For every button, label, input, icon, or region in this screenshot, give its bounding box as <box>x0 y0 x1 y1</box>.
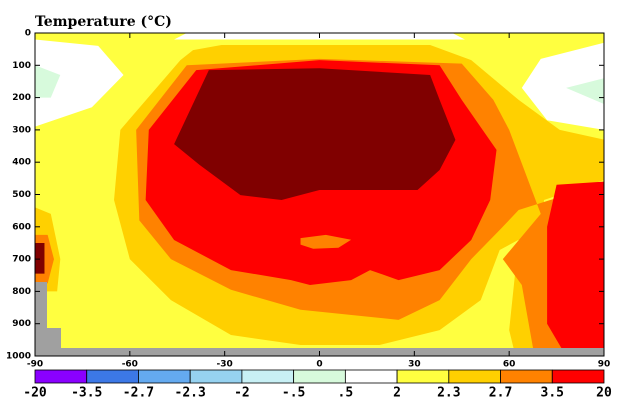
colorbar-label: -2.7 <box>123 386 154 401</box>
colorbar-box <box>86 369 139 384</box>
colorbar-label: 2.7 <box>489 386 512 401</box>
y-tick-label: 0 <box>25 29 31 39</box>
colorbar-label: -3.5 <box>71 386 102 401</box>
x-tick-label: 90 <box>598 360 611 370</box>
y-tick-label: 200 <box>12 93 31 103</box>
colorbar-label: -20 <box>23 386 47 401</box>
contour-region <box>547 181 604 356</box>
contours <box>35 33 605 357</box>
y-tick-label: 100 <box>12 61 31 71</box>
colorbar-box <box>448 369 501 384</box>
y-tick-label: 900 <box>12 319 31 329</box>
colorbar-box <box>551 369 605 384</box>
contour-region <box>35 242 45 274</box>
contour-region <box>521 42 604 130</box>
y-tick-label: 500 <box>12 190 31 200</box>
contour-region <box>566 78 604 105</box>
colorbar-box <box>293 369 346 384</box>
y-tick-label: 400 <box>12 158 31 168</box>
y-tick-label: 600 <box>12 222 31 232</box>
y-tick-label: 1000 <box>6 352 31 362</box>
colorbar-box <box>138 369 191 384</box>
contour-region <box>300 234 352 249</box>
contour-region <box>35 39 124 127</box>
x-tick-label: 30 <box>408 360 421 370</box>
y-tick-label: 700 <box>12 255 31 265</box>
colorbar-box <box>189 369 243 384</box>
colorbar-box <box>34 369 88 384</box>
colorbar-box <box>500 369 553 384</box>
colorbar-label: -2 <box>234 386 250 401</box>
x-tick-label: -60 <box>122 360 138 370</box>
y-tick-label: 800 <box>12 287 31 297</box>
contour-region <box>35 65 61 98</box>
x-tick-label: 0 <box>316 360 322 370</box>
colorbar-label: .5 <box>338 386 354 401</box>
colorbar-label: 20 <box>596 386 612 401</box>
colorbar-label: -.5 <box>282 386 305 401</box>
colorbar-box <box>344 369 398 384</box>
colorbar-label: 3.5 <box>541 386 564 401</box>
colorbar-label: 2.3 <box>437 386 460 401</box>
colorbar-box <box>396 369 450 384</box>
x-tick-label: -90 <box>27 360 43 370</box>
colorbar-box <box>241 369 295 384</box>
y-tick-label: 300 <box>12 125 31 135</box>
x-tick-label: 60 <box>503 360 516 370</box>
chart-title: Temperature (°C) <box>35 14 172 30</box>
x-tick-label: -30 <box>217 360 233 370</box>
colorbar-label: -2.3 <box>175 386 206 401</box>
contour-region <box>174 68 456 200</box>
colorbar-label: 2 <box>393 386 401 401</box>
